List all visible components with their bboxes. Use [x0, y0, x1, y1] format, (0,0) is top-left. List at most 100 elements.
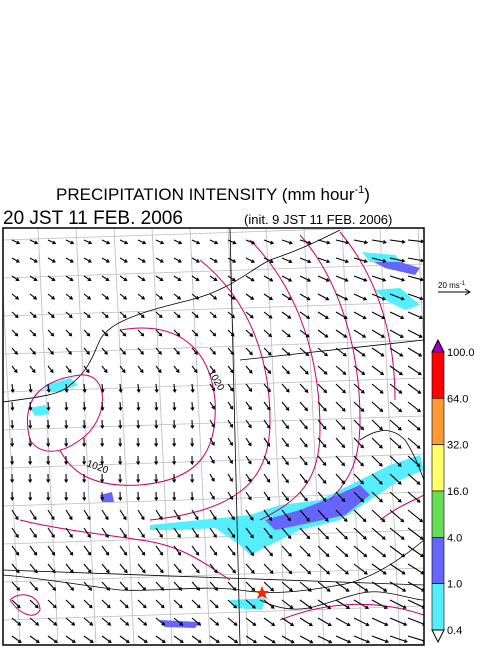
- precipitation: [30, 252, 424, 628]
- grid-line: [3, 529, 424, 545]
- wind-vector: [47, 545, 56, 556]
- scale-text: 20 ms: [438, 281, 460, 290]
- wind-vector: [209, 275, 218, 282]
- wind-vector: [281, 293, 292, 301]
- wind-vector: [281, 347, 291, 356]
- wind-vector: [245, 545, 255, 557]
- wind-vector: [407, 311, 424, 320]
- wind-vector: [155, 635, 166, 644]
- wind-vector: [209, 491, 215, 500]
- wind-vector: [82, 383, 87, 394]
- wind-vector: [173, 365, 180, 374]
- wind-vector: [155, 599, 165, 609]
- wind-vector: [335, 311, 348, 320]
- colorbar-segment: [431, 490, 445, 538]
- grid-line: [3, 567, 424, 583]
- wind-vector: [371, 437, 383, 449]
- wind-vector: [245, 257, 256, 263]
- wind-vector: [10, 455, 15, 466]
- wind-vector: [47, 635, 58, 644]
- wind-vector: [353, 491, 365, 503]
- isobars: [9, 231, 424, 621]
- wind-vector: [119, 311, 127, 319]
- wind-vector: [46, 455, 51, 466]
- wind-vector: [191, 563, 200, 574]
- wind-vector: [47, 509, 55, 521]
- grid-line: [3, 377, 424, 393]
- wind-vector: [191, 293, 200, 300]
- wind-vector: [209, 419, 215, 428]
- wind-vector: [299, 437, 308, 448]
- wind-vector: [154, 437, 159, 448]
- wind-vector: [10, 491, 15, 502]
- wind-vector: [389, 275, 406, 282]
- wind-vector: [245, 563, 255, 574]
- wind-vector: [64, 419, 69, 430]
- wind-vector: [155, 275, 164, 282]
- wind-vector: [317, 617, 332, 627]
- wind-vector: [335, 401, 346, 412]
- wind-vector: [263, 455, 271, 465]
- wind-vector: [317, 599, 332, 609]
- wind-vector: [119, 599, 129, 609]
- wind-vector: [172, 419, 177, 430]
- colorbar-label: 4.0: [447, 532, 462, 544]
- wind-vector: [245, 617, 257, 626]
- wind-vector: [407, 437, 421, 449]
- wind-vector: [47, 311, 55, 319]
- wind-vector: [281, 311, 292, 319]
- wind-vector: [191, 329, 199, 337]
- wind-vector: [29, 581, 39, 591]
- wind-vector: [353, 383, 365, 394]
- wind-vector: [209, 617, 220, 626]
- wind-vector: [353, 617, 370, 627]
- wind-vector: [371, 455, 383, 467]
- wind-vector: [83, 581, 93, 591]
- wind-vector: [64, 473, 69, 484]
- colorbar-label: 16.0: [447, 486, 468, 498]
- wind-vector: [317, 365, 328, 375]
- wind-vector: [119, 545, 128, 556]
- wind-vector: [190, 383, 195, 394]
- wind-vector: [154, 455, 159, 466]
- wind-vector: [263, 563, 274, 575]
- wind-vector: [227, 509, 235, 521]
- wind-vector: [209, 509, 217, 521]
- wind-vector: [263, 635, 276, 644]
- wind-vector: [83, 311, 91, 319]
- wind-vector: [245, 401, 252, 411]
- grid-line: [3, 605, 424, 621]
- wind-vector: [245, 383, 253, 393]
- wind-vector: [83, 527, 91, 538]
- wind-vector: [119, 635, 130, 644]
- wind-vector: [227, 437, 233, 447]
- grid-line: [3, 415, 424, 431]
- wind-vector: [371, 275, 387, 282]
- scale-arrow: [438, 288, 471, 296]
- wind-vector: [407, 581, 424, 592]
- wind-vector: [29, 509, 37, 521]
- wind-vector: [245, 293, 255, 300]
- wind-vector: [299, 419, 308, 430]
- wind-vector: [119, 329, 127, 337]
- wind-vector: [83, 509, 91, 521]
- wind-vector: [299, 509, 310, 522]
- wind-vector: [245, 509, 254, 521]
- wind-vector: [29, 275, 38, 282]
- wind-vector: [173, 257, 182, 263]
- wind-vector: [299, 563, 312, 575]
- wind-vector: [389, 527, 405, 540]
- wind-vector: [317, 635, 333, 644]
- wind-vector: [155, 509, 163, 521]
- wind-vector: [227, 635, 239, 644]
- wind-vector: [335, 545, 349, 558]
- title-superscript: -1: [355, 184, 365, 196]
- wind-vector: [389, 563, 406, 575]
- wind-vector: [227, 347, 235, 356]
- wind-vector: [47, 365, 54, 374]
- wind-vector: [119, 347, 126, 355]
- title-close: ): [364, 185, 370, 204]
- wind-vector: [65, 599, 75, 609]
- wind-vector: [389, 599, 407, 609]
- wind-vector: [263, 293, 273, 301]
